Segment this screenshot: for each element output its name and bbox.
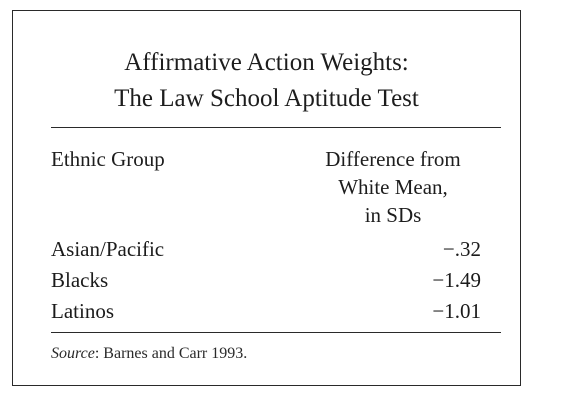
table-row: Blacks −1.49 — [51, 266, 501, 294]
footer-rule — [51, 332, 501, 333]
row-value: −1.01 — [371, 297, 481, 325]
table-title-line1: Affirmative Action Weights: — [13, 47, 520, 79]
column-header-difference-line1: Difference from — [293, 145, 493, 173]
source-text: : Barnes and Carr 1993. — [95, 345, 247, 362]
row-group-label: Asian/Pacific — [51, 235, 164, 263]
row-group-label: Latinos — [51, 297, 114, 325]
source-label: Source — [51, 345, 95, 362]
column-header-difference: Difference from White Mean, in SDs — [293, 145, 493, 229]
table-frame: Affirmative Action Weights: The Law Scho… — [12, 10, 521, 386]
row-value: −.32 — [371, 235, 481, 263]
column-header-difference-line2: White Mean, — [293, 173, 493, 201]
table-title-line2: The Law School Aptitude Test — [13, 83, 520, 115]
column-header-difference-line3: in SDs — [293, 201, 493, 229]
column-header-ethnic-group: Ethnic Group — [51, 145, 165, 173]
header-rule — [51, 127, 501, 128]
table-row: Asian/Pacific −.32 — [51, 235, 501, 263]
source-note: Source: Barnes and Carr 1993. — [51, 343, 247, 365]
row-value: −1.49 — [371, 266, 481, 294]
table-row: Latinos −1.01 — [51, 297, 501, 325]
row-group-label: Blacks — [51, 266, 108, 294]
